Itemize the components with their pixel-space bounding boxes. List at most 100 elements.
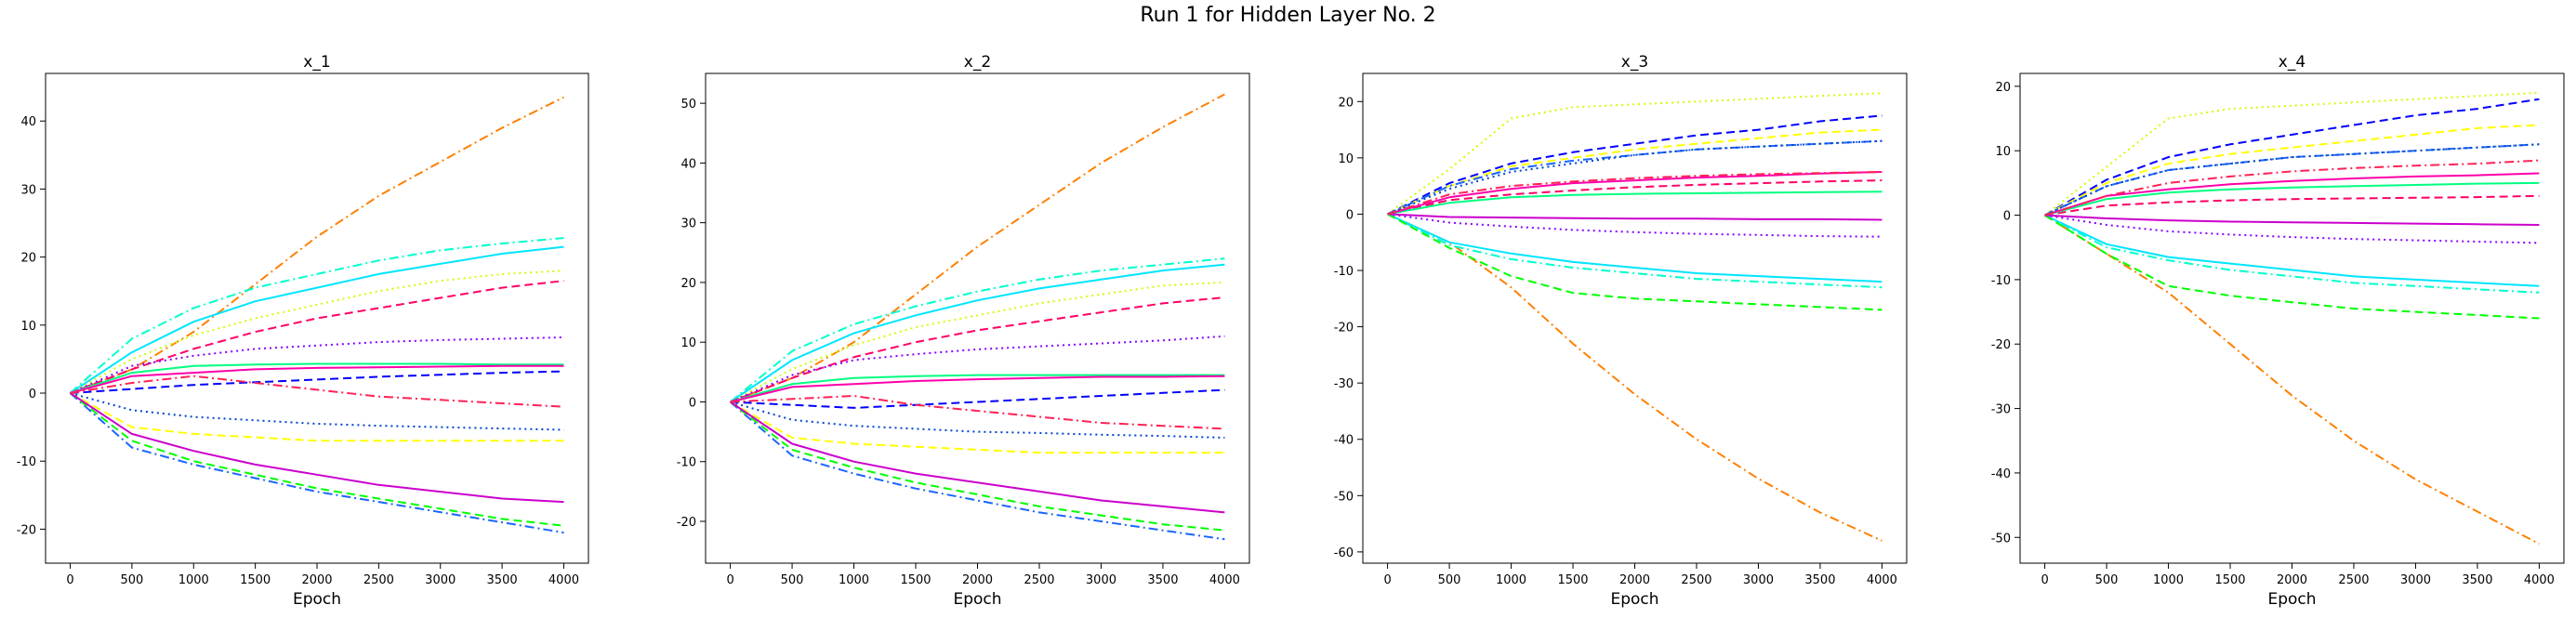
series-line-7 <box>1387 213 1882 238</box>
subplot-title: x_4 <box>2279 53 2305 72</box>
x-tick-label: 1000 <box>839 573 869 587</box>
y-tick-label: -20 <box>1991 338 2011 352</box>
series-line-12 <box>69 392 564 527</box>
x-tick-label: 2500 <box>363 573 394 587</box>
x-tick-label: 2000 <box>1619 573 1650 587</box>
x-tick-label: 2000 <box>301 573 332 587</box>
y-tick-label: 20 <box>20 252 36 266</box>
x-tick-label: 1000 <box>1496 573 1526 587</box>
series-line-11 <box>2044 143 2540 217</box>
series-line-1 <box>1387 213 1882 542</box>
y-tick-label: -50 <box>1334 490 1354 504</box>
subplot-4: 0 500 1000 1500 2000 2500 3000 3500 4000 -50 -40 -3… <box>1991 53 2565 609</box>
x-axis-label: Epoch <box>953 590 1001 609</box>
y-tick-label: 40 <box>680 157 696 171</box>
series-line-9 <box>2044 172 2540 217</box>
x-tick-label: 3000 <box>2400 573 2431 587</box>
subplot-title: x_3 <box>1621 53 1648 72</box>
y-tick-label: -20 <box>677 516 696 530</box>
series-line-13 <box>70 392 564 431</box>
x-tick-label: 1500 <box>1557 573 1588 587</box>
series-line-15 <box>730 395 1225 430</box>
series-group <box>69 96 564 534</box>
y-tick-label: -50 <box>1991 532 2011 546</box>
series-group <box>2043 91 2540 546</box>
x-tick-label: 4000 <box>548 573 579 587</box>
x-tick-label: 2500 <box>1024 573 1054 587</box>
series-line-11 <box>729 401 1225 541</box>
x-tick-label: 3500 <box>2462 573 2492 587</box>
series-line-13 <box>1387 139 1882 216</box>
y-tick-label: -10 <box>17 455 36 469</box>
x-tick-label: 1500 <box>240 573 271 587</box>
series-line-3 <box>69 245 564 394</box>
x-tick-label: 2000 <box>962 573 993 587</box>
series-line-14 <box>1387 213 1882 221</box>
series-line-14 <box>69 392 564 504</box>
x-tick-label: 4000 <box>2524 573 2555 587</box>
series-line-5 <box>730 296 1225 403</box>
x-tick-label: 4000 <box>1209 573 1240 587</box>
y-tick-label: -10 <box>1334 265 1354 279</box>
y-tick-label: -10 <box>1991 274 2011 288</box>
x-tick-label: 0 <box>726 573 733 587</box>
series-line-5 <box>1387 179 1882 216</box>
series-line-13 <box>730 401 1225 439</box>
x-tick-label: 3500 <box>1804 573 1835 587</box>
y-tick-label: 0 <box>2003 210 2011 224</box>
y-tick-label: 0 <box>1346 208 1354 222</box>
series-line-2 <box>69 237 564 394</box>
series-line-9 <box>730 375 1225 403</box>
y-tick-label: 10 <box>1338 152 1354 166</box>
series-line-8 <box>730 374 1225 403</box>
x-tick-label: 1500 <box>2214 573 2245 587</box>
series-line-2 <box>1387 213 1882 289</box>
x-tick-label: 4000 <box>1867 573 1897 587</box>
series-line-2 <box>729 257 1225 403</box>
series-line-4 <box>70 270 564 394</box>
series-line-15 <box>1387 171 1882 216</box>
series-line-10 <box>730 401 1225 454</box>
x-tick-label: 500 <box>2095 573 2119 587</box>
x-tick-label: 2000 <box>2277 573 2307 587</box>
x-tick-label: 0 <box>2041 573 2048 587</box>
y-tick-label: -20 <box>17 523 36 537</box>
x-tick-label: 1000 <box>178 573 209 587</box>
series-line-7 <box>2044 214 2540 244</box>
figure-suptitle: Run 1 for Hidden Layer No. 2 <box>1140 4 1436 27</box>
x-tick-label: 500 <box>781 573 804 587</box>
series-line-11 <box>69 392 564 534</box>
series-line-8 <box>2044 181 2540 217</box>
series-line-1 <box>70 96 564 394</box>
x-tick-label: 500 <box>1438 573 1461 587</box>
series-line-6 <box>2044 98 2540 217</box>
y-tick-label: 0 <box>29 388 36 401</box>
plot-frame <box>1362 72 1908 564</box>
x-axis-label: Epoch <box>2267 590 2316 609</box>
x-tick-label: 3000 <box>1086 573 1116 587</box>
series-line-3 <box>1387 213 1882 283</box>
series-line-1 <box>2044 214 2540 546</box>
plot-frame <box>705 72 1250 564</box>
y-tick-label: -30 <box>1334 377 1354 391</box>
y-tick-label: 50 <box>680 98 696 112</box>
x-tick-label: 500 <box>120 573 143 587</box>
subplot-title: x_2 <box>964 53 991 72</box>
y-tick-label: 10 <box>1995 145 2011 159</box>
plot-frame <box>45 72 589 564</box>
x-tick-label: 1500 <box>900 573 931 587</box>
y-tick-label: -60 <box>1334 546 1354 560</box>
series-line-12 <box>2044 214 2540 320</box>
y-tick-label: 20 <box>1338 96 1354 110</box>
series-line-12 <box>1387 213 1882 311</box>
subplot-2: 0 500 1000 1500 2000 2500 3000 3500 4000 -20 -10 0 1… <box>677 53 1250 609</box>
x-tick-label: 0 <box>1383 573 1391 587</box>
y-tick-label: 20 <box>1995 81 2011 95</box>
y-tick-label: -40 <box>1334 434 1354 448</box>
subplot-1: 0 500 1000 1500 2000 2500 3000 3500 4000 -20 -10 0 1… <box>17 53 589 609</box>
series-group <box>1387 92 1882 542</box>
y-tick-label: 30 <box>680 217 696 231</box>
subplot-title: x_1 <box>303 53 330 72</box>
series-line-11 <box>1387 139 1882 216</box>
